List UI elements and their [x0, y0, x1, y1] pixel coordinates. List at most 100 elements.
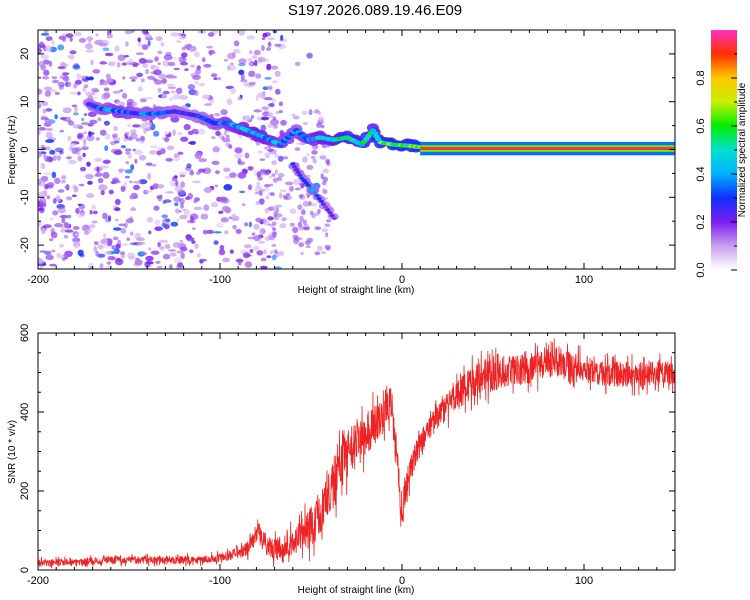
noise-blob: [281, 217, 287, 222]
noise-blob: [196, 252, 201, 258]
branch-core: [325, 208, 331, 212]
noise-blob: [65, 229, 74, 233]
noise-blob: [68, 160, 77, 165]
noise-blob: [157, 87, 162, 93]
noise-blob: [255, 201, 261, 205]
noise-blob: [52, 198, 57, 204]
noise-blob: [172, 93, 181, 100]
noise-blob: [132, 180, 142, 184]
noise-blob: [274, 43, 282, 47]
noise-blob: [278, 101, 283, 107]
noise-blob: [127, 124, 131, 127]
noise-blob: [45, 254, 54, 261]
noise-blob: [44, 90, 52, 97]
noise-blob: [59, 244, 64, 248]
noise-blob: [194, 81, 200, 85]
noise-blob: [312, 158, 317, 164]
noise-blob: [96, 166, 100, 173]
noise-blob: [170, 90, 176, 94]
noise-blob: [238, 30, 245, 36]
noise-blob: [162, 253, 171, 260]
noise-blob: [52, 79, 60, 84]
noise-blob: [324, 145, 330, 148]
noise-blob: [179, 198, 185, 204]
noise-blob: [60, 84, 65, 87]
noise-blob: [65, 33, 74, 38]
noise-blob: [38, 47, 42, 54]
noise-blob: [80, 118, 85, 121]
noise-blob: [248, 70, 256, 78]
x-tick-label: 0: [399, 274, 405, 286]
noise-blob: [189, 47, 194, 53]
noise-blob: [164, 137, 170, 143]
noise-blob: [56, 155, 61, 161]
noise-blob: [300, 252, 304, 255]
noise-blob: [280, 34, 284, 41]
noise-blob: [38, 191, 45, 197]
noise-blob: [154, 56, 159, 62]
noise-blob: [93, 246, 98, 252]
noise-blob: [130, 242, 138, 246]
noise-blob: [229, 87, 237, 95]
noise-blob: [91, 91, 96, 96]
noise-blob: [264, 146, 268, 150]
noise-blob: [253, 109, 262, 113]
noise-blob: [126, 132, 130, 136]
noise-blob: [129, 180, 133, 184]
noise-blob: [113, 227, 122, 231]
noise-blob: [130, 207, 137, 212]
x-tick-label: 100: [575, 575, 593, 587]
noise-blob: [256, 250, 264, 256]
noise-blob: [213, 231, 222, 234]
noise-blob: [275, 88, 281, 95]
noise-blob: [152, 78, 158, 82]
noise-blob: [45, 36, 53, 41]
noise-blob: [152, 183, 159, 190]
noise-blob: [102, 212, 108, 220]
noise-blob: [145, 255, 154, 262]
noise-blob: [83, 113, 88, 116]
noise-blob: [127, 252, 136, 259]
noise-blob: [251, 55, 258, 60]
snr-data: [38, 338, 675, 569]
noise-blob: [234, 147, 243, 154]
branch-core: [308, 186, 314, 190]
noise-blob: [188, 141, 193, 145]
noise-blob: [326, 219, 332, 223]
noise-blob: [74, 79, 83, 85]
colorbar: 0.0 0.2 0.4 0.6 0.8 Normalized spectral ampl…: [695, 30, 748, 278]
noise-blob: [235, 228, 242, 234]
noise-blob: [286, 196, 291, 201]
noise-blob: [98, 42, 108, 47]
noise-blob: [216, 77, 222, 81]
noise-blob: [319, 155, 327, 160]
noise-blob: [184, 68, 189, 71]
noise-blob: [161, 214, 168, 219]
branch-core: [303, 181, 309, 185]
noise-blob: [147, 40, 151, 47]
noise-blob: [41, 101, 49, 107]
noise-blob: [279, 223, 287, 229]
noise-blob: [160, 246, 165, 251]
noise-blob: [63, 63, 68, 68]
noise-blob: [67, 135, 72, 142]
noise-blob: [64, 185, 70, 189]
noise-blob: [147, 75, 156, 80]
noise-blob: [130, 164, 135, 171]
colorbar-ticks: 0.0 0.2 0.4 0.6 0.8: [695, 53, 737, 278]
noise-blob: [292, 115, 300, 120]
noise-blob: [43, 69, 50, 76]
noise-blob: [114, 198, 121, 206]
noise-blob: [203, 204, 210, 211]
noise-blob: [82, 131, 87, 135]
noise-blob: [244, 152, 250, 159]
noise-blob: [179, 214, 188, 220]
noise-blob: [193, 206, 203, 211]
noise-blob: [158, 73, 167, 80]
noise-blob: [153, 205, 160, 211]
noise-blob: [40, 33, 50, 36]
noise-blob: [194, 51, 200, 58]
noise-blob: [139, 123, 147, 130]
noise-blob: [131, 101, 138, 108]
noise-blob: [258, 190, 263, 197]
